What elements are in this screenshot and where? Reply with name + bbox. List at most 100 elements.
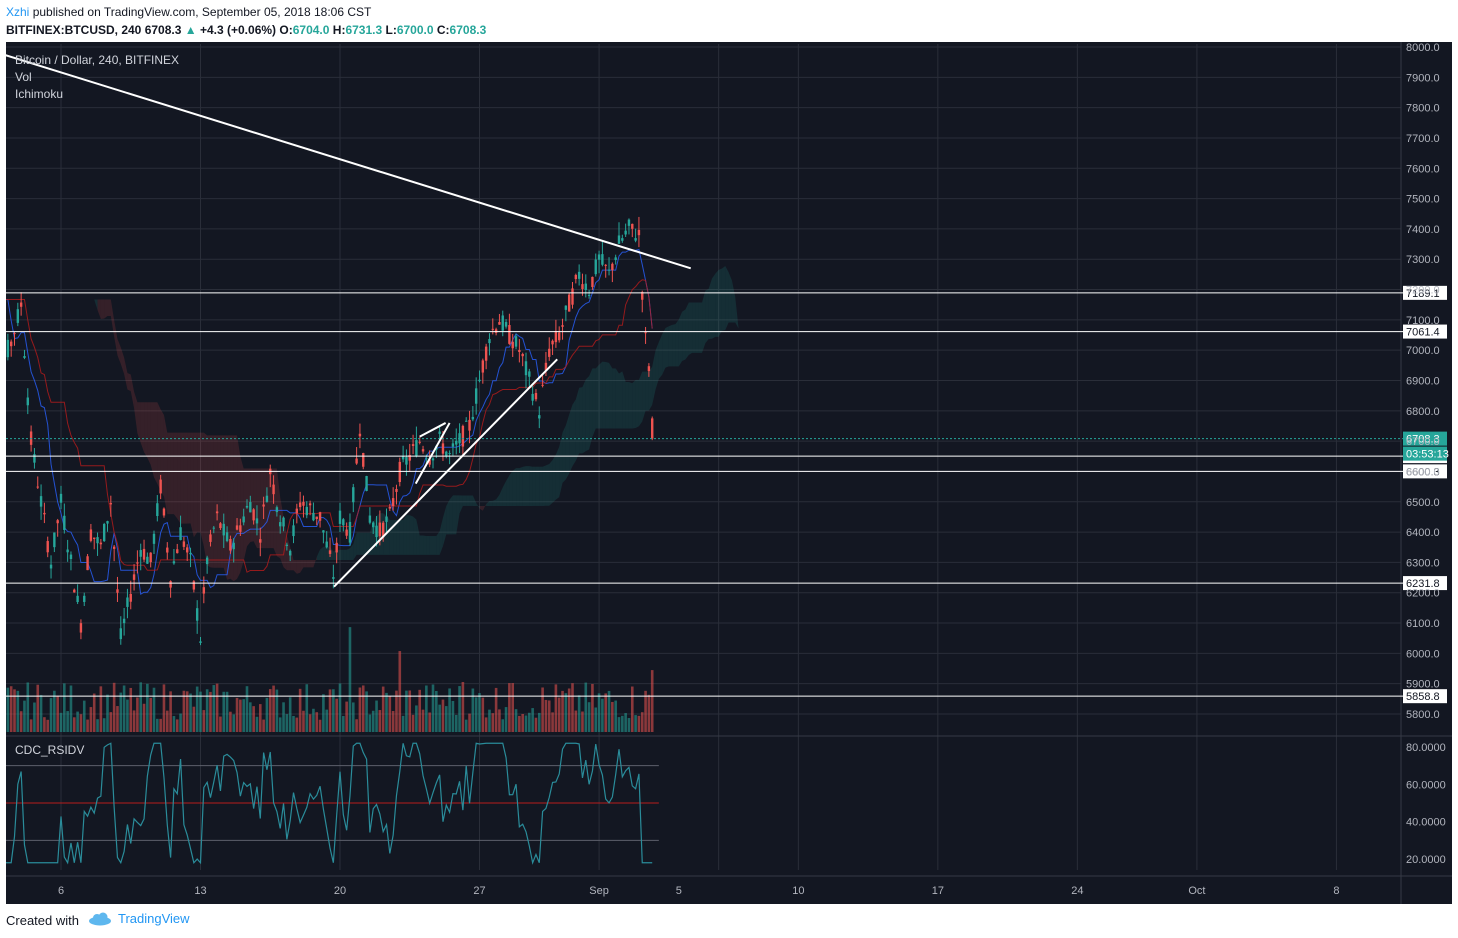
- cloud-segment: [200, 432, 204, 547]
- volume-bar: [92, 693, 96, 732]
- candle-body: [607, 269, 611, 271]
- volume-bar: [388, 696, 392, 732]
- cloud-segment: [522, 466, 526, 506]
- cloud-segment: [293, 560, 297, 574]
- candle-body: [16, 309, 20, 323]
- price-tick-label: 7500.0: [1406, 194, 1440, 206]
- cloud-segment: [648, 366, 653, 411]
- candle-body: [318, 512, 322, 521]
- candle-body: [159, 479, 162, 494]
- volume-bar: [298, 688, 302, 732]
- candle-body: [421, 449, 425, 452]
- cloud-segment: [526, 466, 530, 506]
- volume-bar: [72, 717, 76, 732]
- candle-body: [498, 322, 501, 325]
- chart-area[interactable]: 7189.17061.46650.66600.36231.85858.86708…: [0, 42, 1452, 904]
- volume-bar: [338, 683, 342, 732]
- time-tick-label: 17: [932, 885, 944, 897]
- volume-bar: [325, 709, 329, 732]
- candle-body: [528, 371, 531, 377]
- volume-bar: [252, 706, 255, 732]
- candle-body: [116, 589, 119, 593]
- volume-bar: [132, 710, 136, 732]
- candle-body: [418, 441, 421, 443]
- candle-body: [53, 532, 56, 548]
- cloud-segment: [310, 560, 314, 568]
- cloud-segment: [688, 302, 693, 356]
- cloud-segment: [519, 466, 523, 506]
- cloud-segment: [393, 520, 397, 555]
- time-tick-label: 6: [58, 885, 64, 897]
- price-tick-label: 6500.0: [1406, 497, 1440, 509]
- cloud-segment: [406, 515, 410, 555]
- candle-body: [325, 541, 328, 548]
- time-tick-label: 10: [792, 885, 804, 897]
- candle-body: [391, 498, 395, 507]
- up-arrow-icon: ▲: [184, 23, 197, 37]
- volume-bar: [219, 716, 222, 732]
- cloud-segment: [625, 381, 629, 429]
- candle-body: [614, 257, 617, 261]
- candle-body: [641, 292, 644, 300]
- cloud-segment: [160, 409, 164, 497]
- volume-bar: [69, 685, 73, 732]
- cloud-segment: [565, 414, 570, 480]
- volume-bar: [587, 702, 591, 732]
- candle-body: [647, 366, 651, 372]
- author-link[interactable]: Xzhi: [6, 5, 30, 19]
- volume-bar: [275, 689, 279, 732]
- price-tick-label: 6900.0: [1406, 376, 1440, 388]
- chart-grid: [6, 42, 1452, 904]
- cloud-segment: [323, 546, 327, 561]
- candle-body: [375, 525, 378, 538]
- tradingview-brand[interactable]: TradingView: [88, 911, 190, 926]
- volume-bar: [511, 683, 515, 732]
- candle-body: [279, 522, 282, 527]
- cloud-segment: [137, 402, 141, 443]
- price-tick-label: 6600.0: [1406, 466, 1440, 478]
- candle-body: [577, 271, 581, 279]
- candle-body: [262, 504, 265, 507]
- open-value: 6704.0: [292, 23, 330, 37]
- candle-body: [441, 443, 445, 454]
- candle-body: [511, 341, 514, 349]
- candle-body: [574, 274, 578, 280]
- cloud-segment: [439, 517, 443, 555]
- cloud-segment: [682, 309, 686, 361]
- cloud-segment: [442, 505, 447, 547]
- volume-bar: [544, 699, 548, 732]
- volume-bar: [215, 683, 219, 732]
- candle-body: [205, 557, 209, 565]
- cloud-segment: [286, 535, 291, 571]
- cloud-segment: [80, 295, 85, 300]
- price-tick-label: 7400.0: [1406, 224, 1440, 236]
- candle-body: [465, 420, 468, 422]
- price-chart[interactable]: 7189.17061.46650.66600.36231.85858.86708…: [0, 42, 1452, 904]
- candle-body: [215, 511, 219, 514]
- candle-body: [305, 506, 308, 516]
- candle-body: [398, 461, 401, 483]
- volume-bar: [607, 690, 611, 732]
- volume-bar: [126, 699, 129, 732]
- cloud-segment: [144, 402, 148, 458]
- volume-bar: [594, 707, 598, 732]
- cloud-segment: [645, 371, 649, 411]
- candle-body: [488, 339, 491, 344]
- footer: Created with TradingView: [0, 906, 1458, 938]
- candle-body: [395, 488, 398, 492]
- cloud-segment: [545, 464, 550, 506]
- volume-bar: [624, 713, 627, 732]
- candle-body: [461, 425, 465, 447]
- volume-bar: [534, 717, 538, 732]
- volume-bar: [425, 685, 428, 732]
- cloud-segment: [100, 299, 105, 319]
- volume-bar: [26, 682, 30, 732]
- cloud-segment: [509, 470, 513, 506]
- volume-bar: [212, 685, 216, 732]
- volume-bar: [222, 691, 226, 732]
- volume-bar: [102, 718, 106, 732]
- candle-body: [631, 223, 634, 229]
- countdown-bg: [1403, 446, 1447, 461]
- volume-bar: [99, 686, 103, 732]
- volume-bar: [348, 627, 352, 732]
